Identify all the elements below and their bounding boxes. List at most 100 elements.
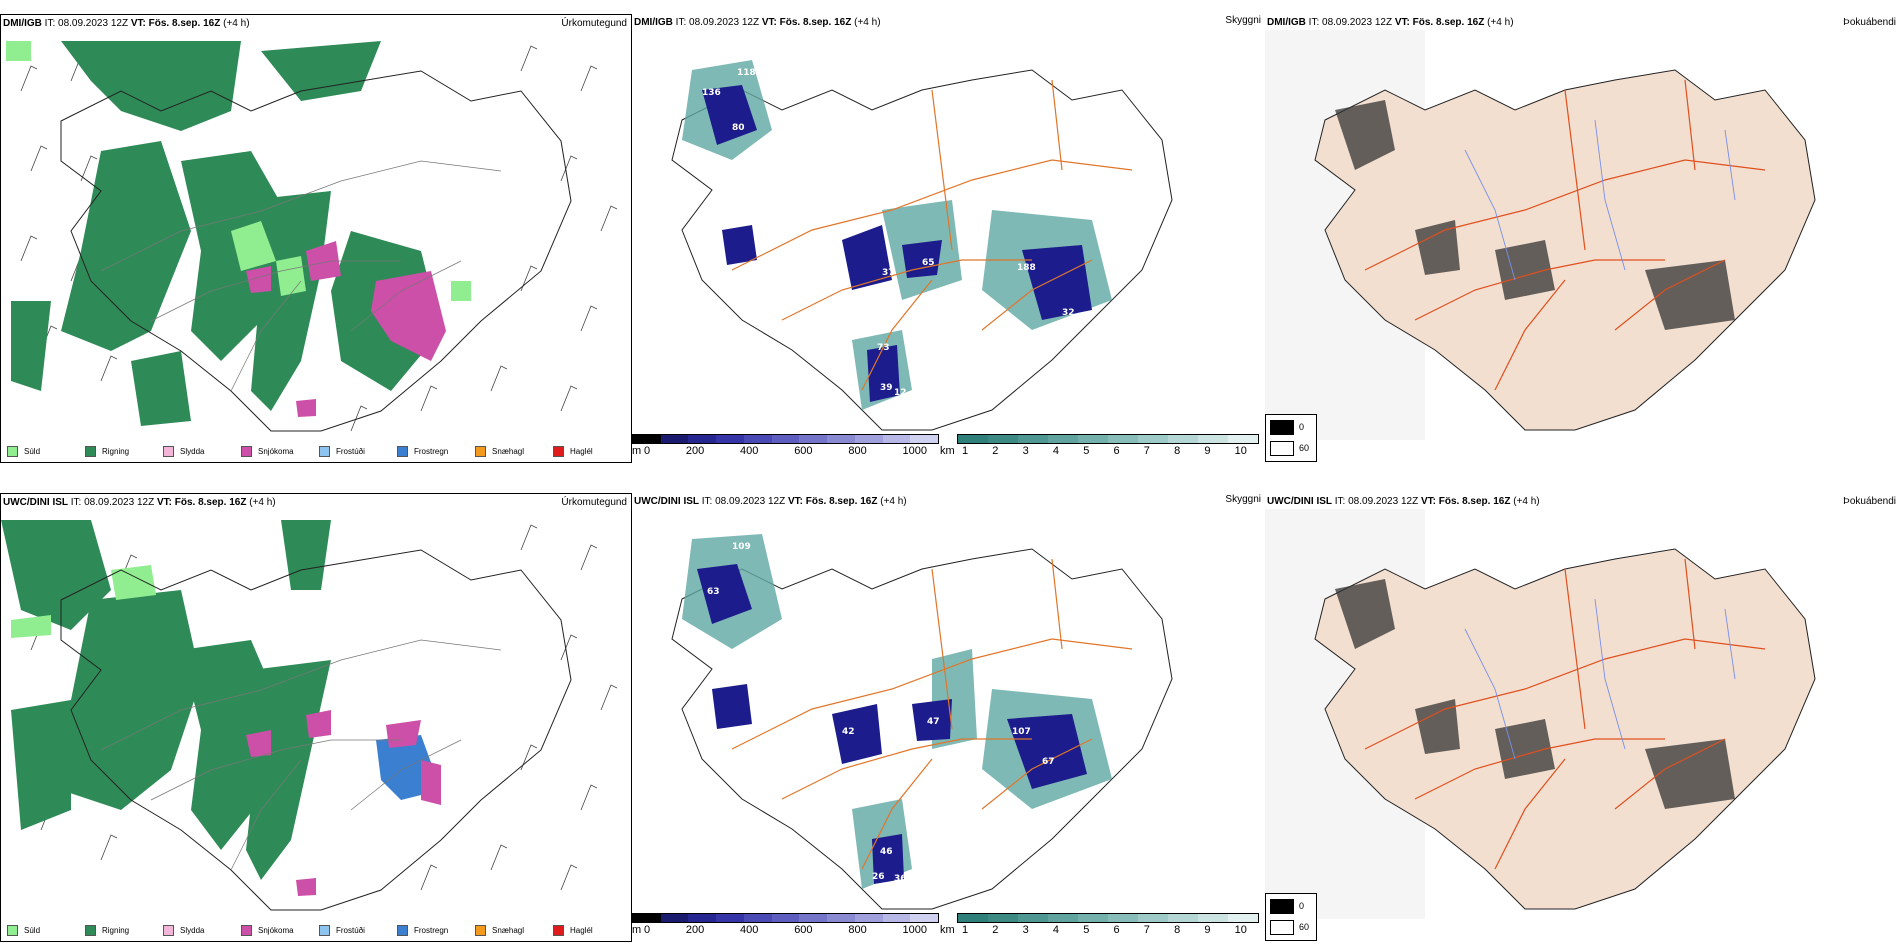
fog-key-dark xyxy=(1270,420,1294,435)
init-time: IT: 08.09.2023 12Z xyxy=(701,496,786,507)
cloud-base-unit: m xyxy=(632,445,642,457)
visibility-ticks: 1 2 3 4 5 6 7 8 9 10 xyxy=(962,924,1247,936)
snow-areas xyxy=(246,710,441,896)
label-17: 65 xyxy=(922,258,935,268)
legend-item-rigning: Rigning xyxy=(85,923,163,937)
visibility-panel-top: DMI/IGB IT: 08.09.2023 12Z VT: Fös. 8.se… xyxy=(632,14,1265,463)
legend-item-frostregn: Frostregn xyxy=(397,923,475,937)
panel-header: DMI/IGB IT: 08.09.2023 12Z VT: Fös. 8.se… xyxy=(634,17,881,28)
label-27: 73 xyxy=(877,343,890,353)
fog-key-value-0: 0 xyxy=(1299,422,1305,432)
panel-header: UWC/DINI ISL IT: 08.09.2023 12Z VT: Fös.… xyxy=(3,497,276,508)
legend-item-snaehagl: Snæhagl xyxy=(475,923,553,937)
visibility-panel-bottom: UWC/DINI ISL IT: 08.09.2023 12Z VT: Fös.… xyxy=(632,493,1265,942)
legend-item-snaehagl: Snæhagl xyxy=(475,444,553,458)
valid-time: VT: Fös. 8.sep. 16Z xyxy=(156,497,247,508)
label-21: 32 xyxy=(1062,308,1075,318)
legend-swatch xyxy=(475,445,486,457)
valid-time: VT: Fös. 8.sep. 16Z xyxy=(1394,17,1485,28)
legend-item-haglel: Haglél xyxy=(553,444,631,458)
init-time: IT: 08.09.2023 12Z xyxy=(70,497,155,508)
cloud-base-colorbar xyxy=(632,913,939,923)
panel-title: Úrkomutegund xyxy=(561,18,627,29)
panel-header: DMI/IGB IT: 08.09.2023 12Z VT: Fös. 8.se… xyxy=(1267,17,1514,28)
panel-title: Þokuábendi xyxy=(1843,17,1896,28)
panel-header: UWC/DINI ISL IT: 08.09.2023 12Z VT: Fös.… xyxy=(1267,496,1540,507)
model-name: UWC/DINI ISL xyxy=(1267,496,1332,507)
legend-swatch xyxy=(397,445,408,457)
valid-time: VT: Fös. 8.sep. 16Z xyxy=(130,18,221,29)
precip-type-panel-bottom: UWC/DINI ISL IT: 08.09.2023 12Z VT: Fös.… xyxy=(0,493,632,942)
lead-time: (+4 h) xyxy=(854,17,881,28)
panel-title: Skyggni xyxy=(1225,494,1261,505)
label-25: 46 xyxy=(880,847,893,857)
fog-key-dark xyxy=(1270,899,1294,914)
rain-areas xyxy=(1,520,331,880)
legend-swatch xyxy=(163,445,174,457)
iceland-land xyxy=(1314,69,1816,431)
roads xyxy=(100,639,502,871)
roads xyxy=(731,558,1133,870)
init-time: IT: 08.09.2023 12Z xyxy=(44,18,129,29)
precip-map xyxy=(6,41,618,432)
visibility-map: 118 136 80 37 65 188 32 73 39 12 xyxy=(671,60,1173,431)
legend-swatch xyxy=(397,924,408,936)
roads xyxy=(100,160,502,392)
panel-title: Þokuábendi xyxy=(1843,496,1896,507)
iceland-coastline xyxy=(60,70,572,432)
label-32: 12 xyxy=(894,388,907,398)
cloud-base-ticks: 0 200 400 600 800 1000 xyxy=(644,924,927,936)
fog-map xyxy=(1265,509,1816,919)
drizzle-areas xyxy=(6,41,471,301)
iceland-land xyxy=(1314,548,1816,910)
label-0: 118 xyxy=(737,68,756,78)
visibility-colorbar xyxy=(957,434,1259,444)
legend-swatch xyxy=(7,924,18,936)
fog-key-light xyxy=(1270,441,1294,456)
model-name: UWC/DINI ISL xyxy=(634,496,699,507)
precip-type-panel-top: DMI/IGB IT: 08.09.2023 12Z VT: Fös. 8.se… xyxy=(0,14,632,463)
legend-item-sudl: Súld xyxy=(7,923,85,937)
legend-item-rigning: Rigning xyxy=(85,444,163,458)
lead-time: (+4 h) xyxy=(1513,496,1540,507)
cloud-base-labels: 118 136 80 37 65 188 32 73 39 12 xyxy=(702,68,1075,398)
fog-panel-top: DMI/IGB IT: 08.09.2023 12Z VT: Fös. 8.se… xyxy=(1265,14,1900,463)
label-5: 80 xyxy=(732,123,745,133)
rivers xyxy=(1464,598,1736,760)
iceland-coastline xyxy=(60,549,572,911)
legend-swatch xyxy=(241,924,252,936)
fog-map-roads xyxy=(1364,558,1766,870)
lead-time: (+4 h) xyxy=(223,18,250,29)
fog-key-value-1: 60 xyxy=(1299,922,1310,932)
visibility-map: 109 63 42 47 107 67 260 46 26 36 xyxy=(671,534,1173,910)
legend-swatch xyxy=(85,924,96,936)
lead-time: (+4 h) xyxy=(880,496,907,507)
legend-swatch xyxy=(7,445,18,457)
legend-item-slydda: Slydda xyxy=(163,444,241,458)
label-15: 37 xyxy=(882,268,895,278)
init-time: IT: 08.09.2023 12Z xyxy=(675,17,760,28)
model-name: DMI/IGB xyxy=(1267,17,1306,28)
legend-swatch xyxy=(241,445,252,457)
visibility-ticks: 1 2 3 4 5 6 7 8 9 10 xyxy=(962,445,1247,457)
rain-areas xyxy=(11,41,441,426)
valid-time: VT: Fös. 8.sep. 16Z xyxy=(761,17,852,28)
legend-item-haglel: Haglél xyxy=(553,923,631,937)
label-14: 47 xyxy=(927,717,940,727)
legend-swatch xyxy=(319,445,330,457)
legend-item-frostudi: Frostúði xyxy=(319,444,397,458)
legend-item-snjokoma: Snjókoma xyxy=(241,444,319,458)
valid-time: VT: Fös. 8.sep. 16Z xyxy=(1420,496,1511,507)
legend-item-sudl: Súld xyxy=(7,444,85,458)
visibility-unit: km xyxy=(940,445,955,457)
panel-title: Skyggni xyxy=(1225,15,1261,26)
legend-swatch xyxy=(85,445,96,457)
legend-swatch xyxy=(553,924,564,936)
fog-key-light xyxy=(1270,920,1294,935)
panel-title: Úrkomutegund xyxy=(561,497,627,508)
precip-map xyxy=(1,520,618,911)
model-name: UWC/DINI ISL xyxy=(3,497,68,508)
fog-panel-bottom: UWC/DINI ISL IT: 08.09.2023 12Z VT: Fös.… xyxy=(1265,493,1900,942)
visibility-colorbar xyxy=(957,913,1259,923)
panel-header: DMI/IGB IT: 08.09.2023 12Z VT: Fös. 8.se… xyxy=(3,18,250,29)
